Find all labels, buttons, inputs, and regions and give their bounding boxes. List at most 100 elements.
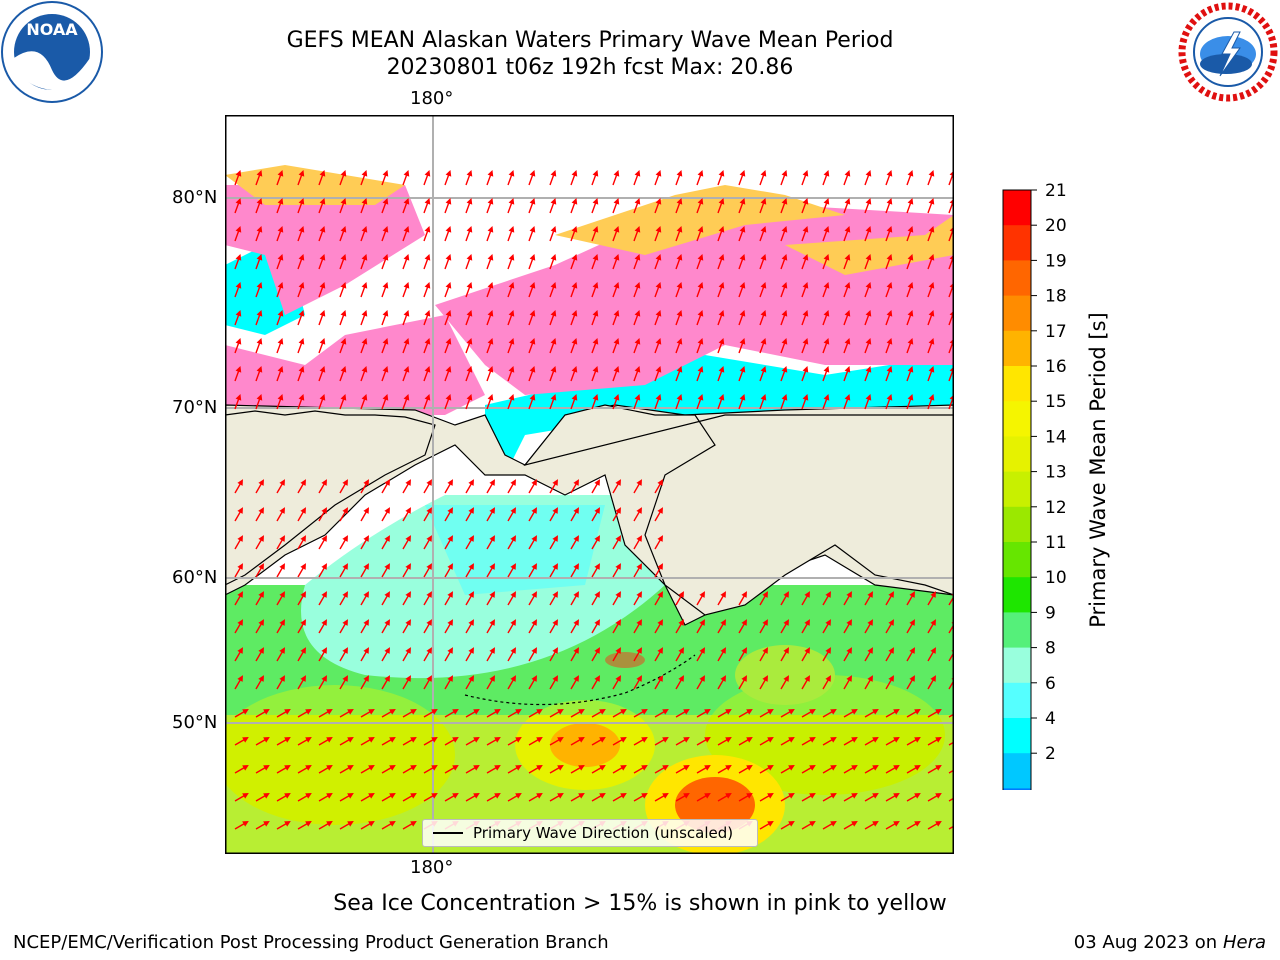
wave-arrow-head: [739, 365, 746, 373]
colorbar-segment: [1003, 401, 1031, 437]
wave-arrow-head: [928, 309, 935, 317]
wave-arrow-head: [676, 365, 683, 373]
wave-arrow-head: [508, 365, 515, 373]
wave-arrow-head: [571, 225, 578, 233]
wave-arrow-head: [783, 619, 789, 626]
wave-arrow-head: [298, 197, 305, 205]
wave-arrow-head: [361, 225, 368, 233]
wave-arrow-head: [319, 281, 326, 289]
wave-arrow-head: [809, 793, 816, 799]
wave-arrow-head: [305, 737, 312, 743]
wave-arrow-head: [760, 225, 767, 233]
colorbar-tick-label: 20: [1045, 216, 1067, 236]
wave-arrow-head: [426, 479, 432, 486]
wave-arrow-head: [697, 169, 704, 177]
wave-arrow-head: [531, 507, 537, 514]
wave-arrow-head: [340, 197, 347, 205]
wave-arrow-head: [410, 765, 417, 771]
wave-arrow-head: [907, 281, 914, 289]
wave-arrow-head: [363, 619, 369, 626]
wave-arrow-head: [242, 793, 249, 799]
wave-arrow-head: [256, 197, 263, 205]
wave-arrow-head: [237, 535, 243, 542]
wave-arrow: [948, 622, 954, 634]
wave-arrow-head: [783, 675, 789, 682]
wave-arrow-head: [620, 737, 627, 743]
wave-arrow-head: [298, 337, 305, 345]
wave-arrow-head: [846, 591, 852, 598]
wave-arrow-head: [592, 225, 599, 233]
wave-arrow-head: [382, 225, 389, 233]
wave-arrow-head: [718, 169, 725, 177]
wave-arrow-head: [489, 619, 495, 626]
graticule: [225, 115, 954, 854]
lat-label-70n: 70°N: [172, 397, 218, 418]
wave-arrow-head: [426, 563, 432, 570]
wave-arrow-head: [697, 197, 704, 205]
wave-arrow-head: [697, 393, 704, 401]
wave-arrow-head: [279, 619, 285, 626]
wave-arrow-head: [405, 675, 411, 682]
wave-arrow-head: [867, 675, 873, 682]
wave-arrow-head: [678, 619, 684, 626]
wave-arrow-head: [802, 281, 809, 289]
wave-arrow-head: [802, 309, 809, 317]
wave-arrow-head: [319, 253, 326, 261]
wave-arrow-head: [389, 737, 396, 743]
wave-arrow-head: [340, 365, 347, 373]
wave-arrow-head: [361, 197, 368, 205]
wave-arrow-head: [277, 253, 284, 261]
wave-arrow-head: [531, 591, 537, 598]
wave-arrow-head: [844, 309, 851, 317]
wave-arrow-head: [804, 675, 810, 682]
wave-arrow-head: [804, 591, 810, 598]
wave-arrow-head: [928, 253, 935, 261]
colorbar-segment: [1003, 647, 1031, 684]
colorbar-tick-label: 15: [1045, 392, 1067, 412]
wave-arrow-head: [683, 765, 690, 771]
wave-arrow-head: [279, 479, 285, 486]
colorbar-segment: [1003, 330, 1031, 367]
legend-line: [433, 832, 463, 834]
wave-arrow-head: [865, 309, 872, 317]
wave-arrow-head: [907, 337, 914, 345]
wave-arrow-head: [342, 647, 348, 654]
wave-arrow-head: [489, 675, 495, 682]
wave-arrow-head: [326, 793, 333, 799]
wave-arrow-head: [263, 793, 270, 799]
wave-arrow-head: [347, 793, 354, 799]
wave-arrow-head: [599, 737, 606, 743]
wave-arrow-head: [809, 765, 816, 771]
wave-arrow-head: [321, 647, 327, 654]
wave-arrow-head: [613, 365, 620, 373]
wave-arrow-head: [552, 619, 558, 626]
wave-arrow-head: [594, 507, 600, 514]
wave-arrow-head: [930, 675, 936, 682]
wave-arrow-head: [368, 709, 375, 715]
wave-arrow-head: [298, 393, 305, 401]
wave-arrow-head: [342, 619, 348, 626]
wave-arrow-head: [636, 619, 642, 626]
wave-arrow-head: [487, 337, 494, 345]
wave-arrow-head: [445, 169, 452, 177]
wave-arrow-head: [678, 591, 684, 598]
wave-arrow-head: [830, 765, 837, 771]
map-canvas: [225, 115, 954, 854]
wave-arrow-head: [746, 793, 753, 799]
wave-arrow-head: [319, 365, 326, 373]
wave-arrow-head: [739, 197, 746, 205]
wave-arrow-head: [655, 365, 662, 373]
wave-arrow-head: [487, 253, 494, 261]
wave-arrow-head: [368, 737, 375, 743]
wave-arrow-head: [767, 765, 774, 771]
wave-arrow-head: [403, 393, 410, 401]
wave-arrow-head: [487, 169, 494, 177]
wave-arrow-head: [823, 169, 830, 177]
colorbar-tick-label: 8: [1045, 639, 1056, 659]
wave-arrow-head: [844, 365, 851, 373]
wave-arrow-head: [487, 197, 494, 205]
wave-arrow-head: [718, 337, 725, 345]
wave-arrow-head: [426, 647, 432, 654]
wave-arrow-head: [319, 393, 326, 401]
wave-arrow-head: [494, 793, 501, 799]
